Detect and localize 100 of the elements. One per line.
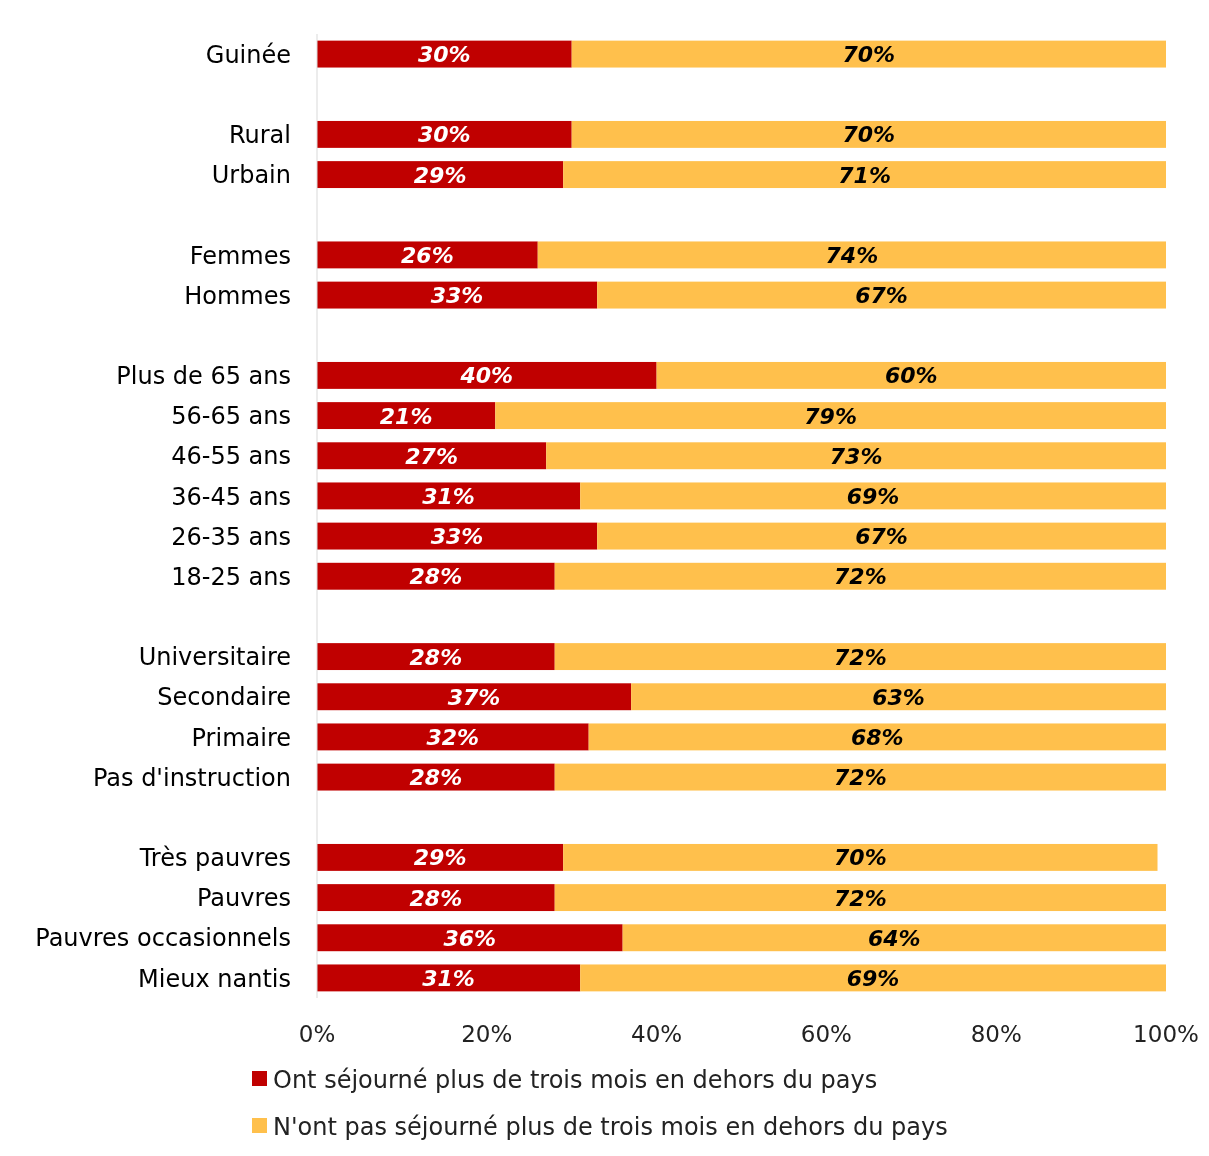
x-tick-label: 80% xyxy=(970,1021,1022,1047)
data-label: 31% xyxy=(422,965,475,991)
data-label: 73% xyxy=(829,443,883,469)
bar xyxy=(554,643,1166,671)
bar xyxy=(317,924,623,952)
bar xyxy=(317,643,555,671)
bar xyxy=(554,763,1166,791)
bar xyxy=(495,402,1166,430)
bar xyxy=(622,924,1166,952)
y-tick-label: Hommes xyxy=(184,281,291,310)
bar xyxy=(317,723,589,751)
data-label: 28% xyxy=(409,644,463,670)
data-label: 28% xyxy=(409,564,463,590)
data-label: 40% xyxy=(459,363,514,389)
y-tick-label: Femmes xyxy=(189,241,291,270)
y-tick-label: Pauvres xyxy=(196,884,291,913)
data-label: 70% xyxy=(842,42,896,67)
data-label: 72% xyxy=(834,564,887,590)
data-label: 31% xyxy=(422,483,475,509)
y-tick-label: 56-65 ans xyxy=(171,402,291,431)
y-tick-label: Urbain xyxy=(211,161,291,190)
data-label: 67% xyxy=(855,283,908,308)
data-label: 72% xyxy=(834,765,887,790)
bar xyxy=(317,120,572,148)
legend-label: Ont séjourné plus de trois mois en dehors du pays xyxy=(273,1065,878,1094)
data-label: 67% xyxy=(855,524,908,549)
bar xyxy=(563,843,1158,871)
bar xyxy=(563,161,1166,189)
bar xyxy=(580,964,1166,992)
y-tick-label: Primaire xyxy=(191,723,291,752)
y-tick-label: 36-45 ans xyxy=(171,482,291,511)
data-label: 29% xyxy=(413,845,467,871)
bar xyxy=(588,723,1166,751)
data-label: 69% xyxy=(846,483,900,509)
bar xyxy=(317,442,547,470)
bar xyxy=(317,884,555,912)
data-label: 74% xyxy=(825,242,879,268)
data-label: 64% xyxy=(867,925,921,951)
x-tick-label: 40% xyxy=(631,1021,683,1047)
y-tick-label: 46-55 ans xyxy=(171,442,291,471)
y-tick-label: 26-35 ans xyxy=(171,522,291,551)
bar xyxy=(317,843,564,871)
bar xyxy=(631,683,1166,711)
bar xyxy=(597,281,1166,309)
data-label: 26% xyxy=(401,242,454,268)
y-tick-label: Pauvres occasionnels xyxy=(35,924,291,953)
data-label: 68% xyxy=(851,724,904,750)
data-label: 72% xyxy=(834,885,887,911)
data-label: 33% xyxy=(430,283,484,308)
bar xyxy=(317,683,632,711)
x-tick-label: 0% xyxy=(298,1021,336,1047)
data-label: 71% xyxy=(838,162,891,188)
y-tick-label: Rural xyxy=(228,121,291,150)
data-label: 33% xyxy=(430,524,484,549)
data-label: 37% xyxy=(447,684,501,710)
y-tick-label: Universitaire xyxy=(138,643,291,672)
bar xyxy=(554,884,1166,912)
bar xyxy=(317,562,555,590)
data-label: 79% xyxy=(804,403,857,429)
bar xyxy=(580,482,1166,510)
bar xyxy=(571,40,1166,68)
bar xyxy=(597,522,1166,550)
data-label: 36% xyxy=(443,925,497,951)
x-tick-label: 20% xyxy=(461,1021,513,1047)
y-tick-label: Secondaire xyxy=(157,683,291,712)
y-tick-label: Pas d'instruction xyxy=(92,763,291,792)
y-tick-label: Guinée xyxy=(205,40,291,69)
bar xyxy=(317,361,657,389)
bar xyxy=(656,361,1166,389)
legend-label: N'ont pas séjourné plus de trois mois en dehors du pays xyxy=(273,1112,948,1141)
bar xyxy=(317,241,538,269)
data-label: 69% xyxy=(846,965,900,991)
bar xyxy=(317,281,598,309)
data-label: 30% xyxy=(418,122,471,148)
data-label: 70% xyxy=(834,845,887,871)
bar xyxy=(537,241,1166,269)
y-tick-label: Mieux nantis xyxy=(138,964,291,993)
bar xyxy=(317,40,572,68)
bar xyxy=(317,522,598,550)
bar xyxy=(546,442,1166,470)
y-tick-label: 18-25 ans xyxy=(171,562,291,591)
data-label: 29% xyxy=(413,162,467,188)
x-tick-label: 60% xyxy=(800,1021,852,1047)
bar xyxy=(317,482,581,510)
data-label: 28% xyxy=(409,885,463,911)
y-tick-label: Plus de 65 ans xyxy=(116,362,291,391)
bar xyxy=(554,562,1166,590)
data-label: 21% xyxy=(379,403,433,429)
bar xyxy=(317,161,564,189)
data-label: 28% xyxy=(409,765,463,790)
data-label: 63% xyxy=(872,684,925,710)
data-label: 72% xyxy=(834,644,887,670)
bar xyxy=(571,120,1166,148)
x-tick-label: 100% xyxy=(1133,1021,1199,1047)
data-label: 60% xyxy=(884,363,938,389)
bar xyxy=(317,763,555,791)
data-label: 32% xyxy=(426,724,480,750)
data-label: 27% xyxy=(405,443,458,469)
bar xyxy=(317,964,581,992)
y-tick-label: Très pauvres xyxy=(138,844,291,873)
